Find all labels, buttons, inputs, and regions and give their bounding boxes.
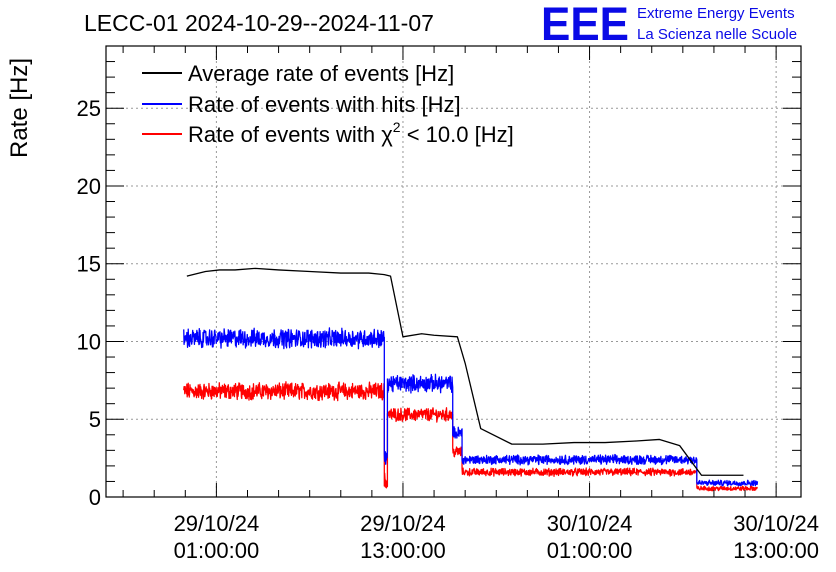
logo-line-2: La Scienza nelle Scuole: [637, 26, 797, 43]
legend-hits-label: Rate of events with hits [Hz]: [188, 92, 461, 117]
y-tick-label: 25: [77, 96, 101, 121]
plot-frame: [105, 45, 802, 498]
legend-chi-symbol: χ: [381, 122, 393, 147]
y-tick-label: 10: [77, 329, 101, 354]
x-tick-label-date: 29/10/24: [174, 511, 260, 536]
logo-line-1: Extreme Energy Events: [637, 5, 795, 22]
logo-letters: EEE: [541, 0, 629, 50]
x-tick-label-date: 30/10/24: [547, 511, 633, 536]
series-line-0: [186, 267, 744, 476]
legend-chi-prefix: Rate of events with: [188, 122, 381, 147]
eee-logo: EEE Extreme Energy Events La Scienza nel…: [541, 0, 797, 50]
legend-chi-sup: 2: [393, 119, 401, 135]
legend-avg-label: Average rate of events [Hz]: [188, 61, 454, 86]
series-line-2: [183, 381, 758, 492]
x-tick-label-time: 13:00:00: [360, 538, 446, 563]
legend-chi-label: Rate of events with χ2 < 10.0 [Hz]: [188, 119, 514, 147]
x-tick-label-date: 30/10/24: [733, 511, 819, 536]
legend: Average rate of events [Hz] Rate of even…: [142, 61, 514, 147]
x-tick-label-time: 01:00:00: [547, 538, 633, 563]
y-tick-label: 0: [89, 485, 101, 510]
chart-title: LECC-01 2024-10-29--2024-11-07: [84, 10, 434, 36]
legend-chi-suffix: < 10.0 [Hz]: [401, 122, 514, 147]
y-tick-label: 5: [89, 407, 101, 432]
series-layer: [183, 267, 759, 492]
series-line-1: [183, 327, 759, 487]
y-axis-label: Rate [Hz]: [6, 58, 33, 158]
y-tick-label: 15: [77, 252, 101, 277]
y-tick-label: 20: [77, 174, 101, 199]
x-tick-label-date: 29/10/24: [360, 511, 446, 536]
x-tick-label-time: 13:00:00: [733, 538, 819, 563]
x-tick-label-time: 01:00:00: [174, 538, 260, 563]
ticks: 051015202529/10/2401:00:0029/10/2413:00:…: [77, 45, 819, 563]
